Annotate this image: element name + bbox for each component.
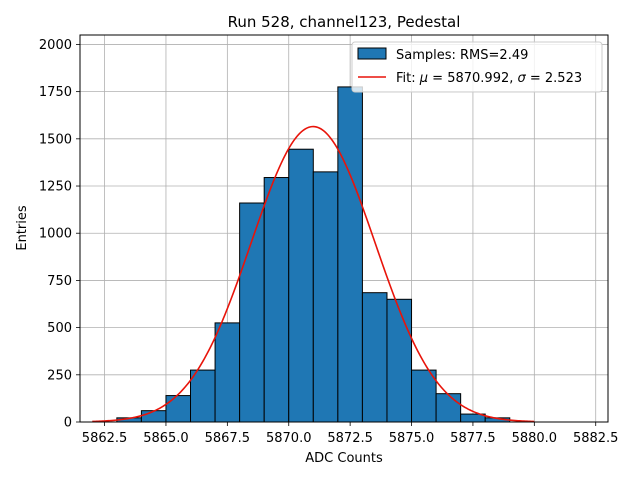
y-tick-label: 250	[47, 368, 72, 383]
x-tick-label: 5867.5	[205, 431, 251, 446]
legend-box	[351, 41, 603, 93]
x-tick-label: 5882.5	[573, 431, 619, 446]
y-tick-label: 1750	[39, 85, 72, 100]
histogram-bar	[288, 148, 314, 423]
y-tick-label: 1500	[39, 132, 72, 147]
y-tick-label: 2000	[39, 38, 72, 53]
y-axis: 0 250 500 750 1000 1250 1500 1750 2000	[39, 38, 80, 431]
y-axis-label: Entries	[15, 205, 30, 251]
legend-label-fit: Fit: μ = 5870.992, σ = 2.523	[396, 71, 582, 86]
histogram-bar	[411, 369, 437, 423]
legend-sigma-symbol: σ	[518, 71, 527, 86]
y-tick-label: 750	[47, 274, 72, 289]
y-tick-label: 1000	[39, 227, 72, 242]
histogram-bar	[239, 202, 265, 423]
histogram-bar	[140, 410, 167, 423]
legend: Samples: RMS=2.49 Fit: μ = 5870.992, σ =…	[351, 41, 603, 93]
fit-curve-group	[92, 125, 535, 423]
legend-mu-value: = 5870.992,	[428, 71, 517, 86]
histogram-bar	[165, 395, 192, 423]
x-tick-label: 5862.5	[82, 431, 128, 446]
histogram-bar	[435, 393, 462, 423]
x-axis: 5862.5 5865.0 5867.5 5870.0 5872.5 5875.0 5877…	[82, 422, 619, 446]
x-tick-label: 5870.0	[266, 431, 312, 446]
legend-sigma-value: = 2.523	[526, 71, 582, 86]
y-tick-label: 500	[47, 321, 72, 336]
legend-fit-prefix: Fit:	[396, 71, 420, 86]
histogram-bar	[312, 171, 339, 423]
histogram-bar	[386, 298, 413, 423]
histogram-bar	[361, 292, 388, 423]
histogram-bars	[116, 86, 511, 423]
histogram-bar	[337, 86, 363, 423]
y-tick-label: 1250	[39, 180, 72, 195]
histogram-bar	[190, 369, 216, 423]
legend-mu-symbol: μ	[419, 71, 428, 86]
histogram-bar	[263, 177, 290, 423]
histogram-bar	[214, 322, 241, 423]
x-tick-label: 5880.0	[512, 431, 558, 446]
x-tick-label: 5865.0	[143, 431, 189, 446]
x-tick-label: 5877.5	[450, 431, 496, 446]
y-tick-label: 0	[64, 416, 72, 431]
x-axis-label: ADC Counts	[305, 451, 383, 466]
legend-patch-samples	[357, 47, 387, 60]
legend-label-samples: Samples: RMS=2.49	[396, 48, 528, 63]
x-tick-label: 5872.5	[327, 431, 373, 446]
x-tick-label: 5875.0	[389, 431, 435, 446]
chart-title: Run 528, channel123, Pedestal	[228, 13, 461, 31]
plot-frame	[79, 34, 609, 423]
fit-curve	[92, 125, 535, 423]
